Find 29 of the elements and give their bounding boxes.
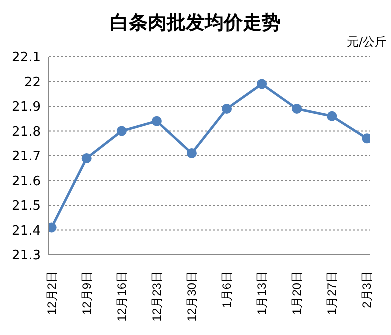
y-tick-label: 21.4 [12,224,41,239]
point [257,79,268,90]
x-tick-label: 1月6日 [220,271,234,308]
text: 元/公斤 [346,34,387,51]
point [327,111,338,122]
point [222,104,232,114]
x-tick-label: 12月30日 [184,271,199,322]
x-tick-label: 12月9日 [80,271,94,316]
x-tick-label: 1月27日 [325,271,340,316]
y-tick-label: 21.7 [12,150,41,165]
y-tick-label: 22 [24,75,41,90]
x-tick-label: 12月23日 [150,271,164,322]
y-tick-label: 22.1 [12,50,41,66]
x-tick-label: 12月2日 [44,271,59,316]
x-tick-label: 12月16日 [114,271,129,322]
x-tick-label: 2月3日 [360,271,374,308]
point [186,148,197,159]
y-tick-label: 21.8 [12,124,41,140]
chart-title: 白条肉批发均价走势 [109,11,282,36]
point [116,126,127,136]
x-tick-label: 1月20日 [290,271,304,316]
y-tick-label: 21.9 [12,100,41,116]
point [82,153,92,164]
y-tick-label: 21.5 [12,199,41,214]
y-tick-label: 21.6 [12,174,41,190]
point [292,104,302,114]
point [152,116,162,126]
x-tick-label: 1月13日 [255,271,270,316]
y-tick-label: 21.3 [12,248,41,264]
